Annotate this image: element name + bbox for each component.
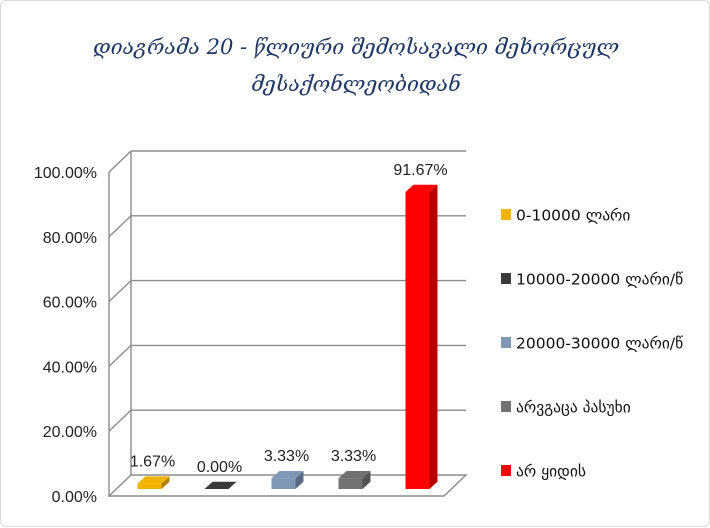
y-tick-label: 60.00%: [43, 295, 97, 312]
chart-legend: 0-10000 ლარი 10000-20000 ლარი/წ 20000-3000…: [501, 206, 683, 526]
legend-swatch: [501, 273, 511, 284]
data-label: 3.33%: [264, 448, 309, 465]
bar-top: [271, 471, 304, 479]
gridline-side: [108, 150, 132, 173]
bar-front: [338, 478, 363, 489]
bar: [204, 481, 237, 489]
bar: [338, 471, 371, 489]
bar-front: [271, 478, 296, 489]
legend-swatch: [501, 465, 511, 476]
bar-top: [405, 184, 438, 192]
chart-title: დიაგრამა 20 - წლიური შემოსავალი მეხორცულ…: [1, 29, 710, 103]
legend-swatch: [501, 401, 511, 412]
gridline-side: [108, 215, 132, 238]
bar-side: [362, 471, 371, 489]
y-tick-label: 0.00%: [52, 489, 97, 506]
data-label: 3.33%: [331, 448, 376, 465]
legend-item: არ ყიდის: [501, 462, 683, 484]
legend-label: 20000-30000 ლარი/წ: [516, 334, 684, 353]
chart-title-line-2: მესაქონლეობიდან: [251, 72, 461, 96]
bar-front: [137, 483, 162, 489]
bar-top: [338, 471, 371, 479]
y-tick-label: 40.00%: [43, 359, 97, 376]
gridline-side: [108, 409, 132, 432]
bar-front: [405, 191, 430, 489]
y-tick-label: 20.00%: [43, 424, 97, 441]
legend-label: არვგაცა პასუხი: [516, 398, 631, 417]
bar: [271, 471, 304, 489]
gridline-side: [108, 344, 132, 367]
legend-item: 20000-30000 ლარი/წ: [501, 334, 683, 356]
gridline-side: [108, 280, 132, 303]
legend-label: 0-10000 ლარი: [516, 206, 631, 225]
legend-label: არ ყიდის: [516, 462, 586, 481]
y-tick-label: 80.00%: [43, 230, 97, 247]
data-label: 1.67%: [130, 453, 175, 470]
bar-side: [161, 476, 170, 489]
legend-item: 10000-20000 ლარი/წ: [501, 270, 683, 292]
bar-top: [137, 476, 170, 484]
legend-item: 0-10000 ლარი: [501, 206, 683, 228]
legend-label: 10000-20000 ლარი/წ: [516, 270, 684, 289]
legend-swatch: [501, 337, 511, 348]
legend-item: არვგაცა პასუხი: [501, 398, 683, 420]
bar: [137, 476, 170, 489]
bar-top: [204, 481, 237, 489]
data-label: 0.00%: [197, 459, 242, 476]
bar: [405, 184, 438, 490]
data-label: 91.67%: [393, 162, 447, 179]
bar-side: [429, 184, 438, 490]
legend-swatch: [501, 209, 511, 220]
y-tick-label: 100.00%: [34, 165, 97, 182]
bar-side: [295, 471, 304, 489]
chart-title-line-1: დიაგრამა 20 - წლიური შემოსავალი მეხორცულ: [93, 35, 619, 59]
